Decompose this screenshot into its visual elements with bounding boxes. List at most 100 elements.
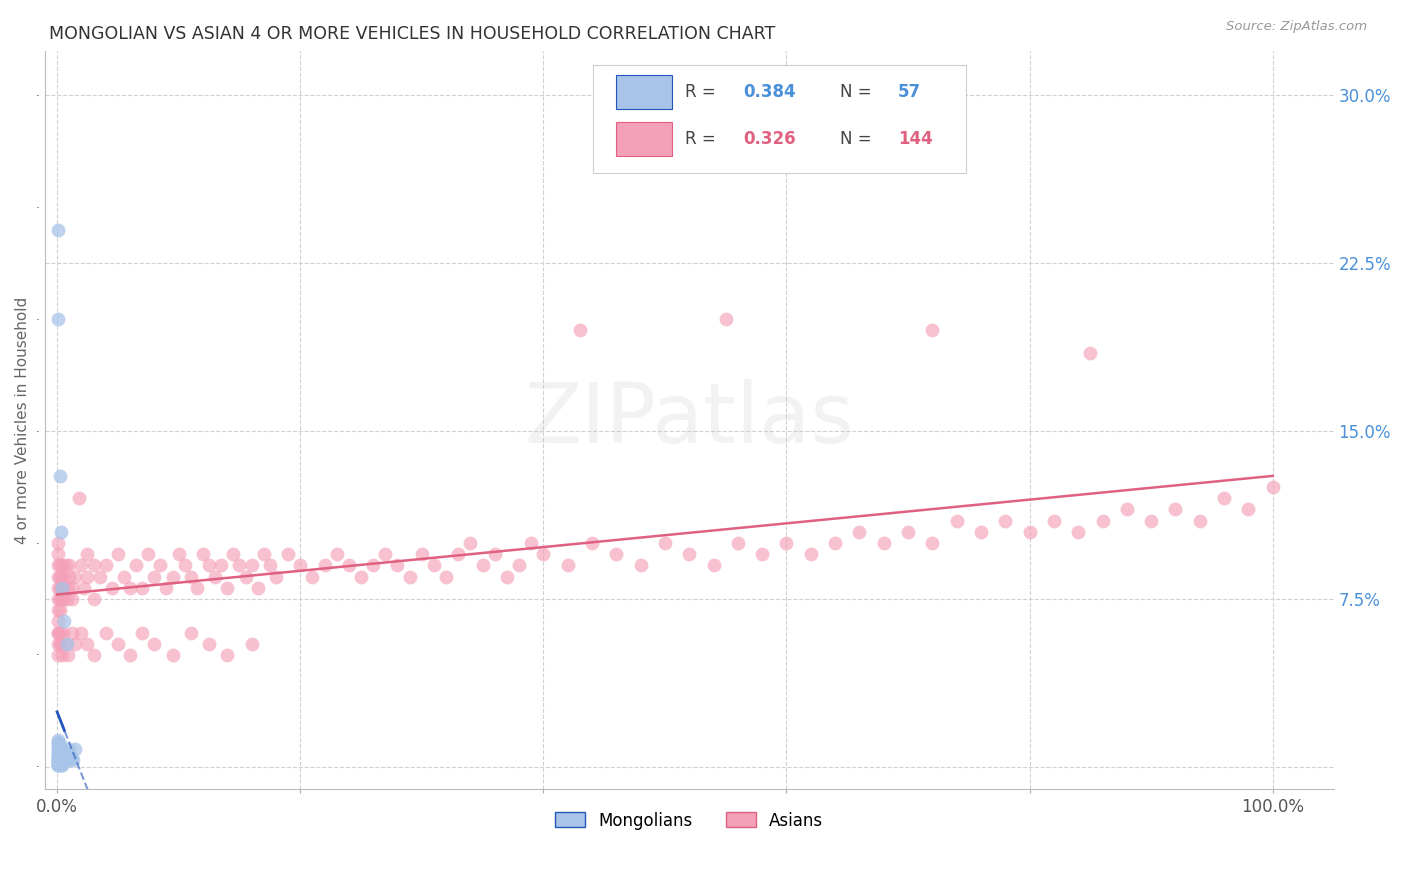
- Point: [46, 747, 69, 761]
- Point: [222, 547, 245, 561]
- Point: [557, 558, 579, 573]
- Point: [60, 581, 83, 595]
- Point: [714, 312, 737, 326]
- Point: [48, 744, 70, 758]
- Point: [49, 592, 72, 607]
- Point: [46, 735, 69, 749]
- Point: [46, 592, 69, 607]
- Point: [76, 569, 98, 583]
- Point: [264, 569, 287, 583]
- Point: [162, 648, 184, 662]
- Point: [94, 558, 117, 573]
- Point: [447, 547, 470, 561]
- Point: [1164, 502, 1187, 516]
- Point: [46, 757, 69, 772]
- Point: [873, 536, 896, 550]
- Point: [1261, 480, 1284, 494]
- Point: [83, 648, 105, 662]
- Point: [204, 569, 226, 583]
- Point: [46, 753, 69, 767]
- Point: [46, 756, 69, 770]
- Point: [48, 748, 70, 763]
- Point: [800, 547, 823, 561]
- Point: [1140, 514, 1163, 528]
- Point: [56, 753, 79, 767]
- FancyBboxPatch shape: [616, 121, 672, 155]
- Point: [423, 558, 446, 573]
- Point: [56, 592, 79, 607]
- Text: 0.326: 0.326: [744, 129, 796, 147]
- Point: [1115, 502, 1137, 516]
- Point: [46, 648, 69, 662]
- Point: [56, 748, 79, 763]
- Point: [52, 592, 75, 607]
- Point: [751, 547, 773, 561]
- Point: [520, 536, 543, 550]
- Point: [387, 558, 409, 573]
- Point: [253, 547, 276, 561]
- FancyBboxPatch shape: [592, 65, 966, 172]
- Point: [60, 751, 83, 765]
- Point: [235, 569, 257, 583]
- Point: [434, 569, 457, 583]
- Point: [727, 536, 749, 550]
- Point: [46, 757, 69, 772]
- FancyBboxPatch shape: [616, 76, 672, 110]
- Point: [198, 637, 221, 651]
- Point: [374, 547, 396, 561]
- Point: [83, 592, 105, 607]
- Point: [970, 524, 993, 539]
- Point: [58, 751, 80, 765]
- Point: [1080, 346, 1102, 360]
- Point: [125, 558, 148, 573]
- Point: [46, 756, 69, 770]
- Point: [46, 742, 69, 756]
- Point: [58, 569, 80, 583]
- Point: [52, 744, 75, 758]
- Point: [112, 569, 135, 583]
- Point: [1091, 514, 1114, 528]
- Point: [107, 547, 129, 561]
- Point: [46, 547, 69, 561]
- Point: [101, 581, 124, 595]
- Point: [55, 751, 77, 765]
- Point: [65, 742, 87, 756]
- Point: [228, 558, 250, 573]
- Point: [848, 524, 870, 539]
- Point: [240, 558, 263, 573]
- Point: [994, 514, 1017, 528]
- Point: [173, 558, 195, 573]
- Point: [568, 323, 591, 337]
- Point: [53, 581, 76, 595]
- Point: [411, 547, 433, 561]
- Point: [51, 558, 73, 573]
- Point: [73, 581, 96, 595]
- Point: [240, 637, 263, 651]
- Text: Source: ZipAtlas.com: Source: ZipAtlas.com: [1226, 20, 1367, 33]
- Legend: Mongolians, Asians: Mongolians, Asians: [548, 805, 830, 837]
- Point: [217, 648, 239, 662]
- Point: [131, 625, 153, 640]
- Point: [48, 757, 70, 772]
- Point: [702, 558, 724, 573]
- Point: [48, 738, 70, 752]
- Point: [1188, 514, 1211, 528]
- Point: [89, 569, 111, 583]
- Point: [46, 738, 69, 752]
- Point: [301, 569, 323, 583]
- Point: [198, 558, 221, 573]
- Point: [49, 637, 72, 651]
- Point: [314, 558, 336, 573]
- Point: [290, 558, 312, 573]
- Point: [52, 756, 75, 770]
- Point: [46, 738, 69, 752]
- Point: [48, 592, 70, 607]
- Point: [1067, 524, 1090, 539]
- Point: [136, 547, 159, 561]
- Point: [49, 569, 72, 583]
- Point: [49, 757, 72, 772]
- Point: [46, 615, 69, 629]
- Point: [48, 756, 70, 770]
- Point: [46, 753, 69, 767]
- Point: [678, 547, 700, 561]
